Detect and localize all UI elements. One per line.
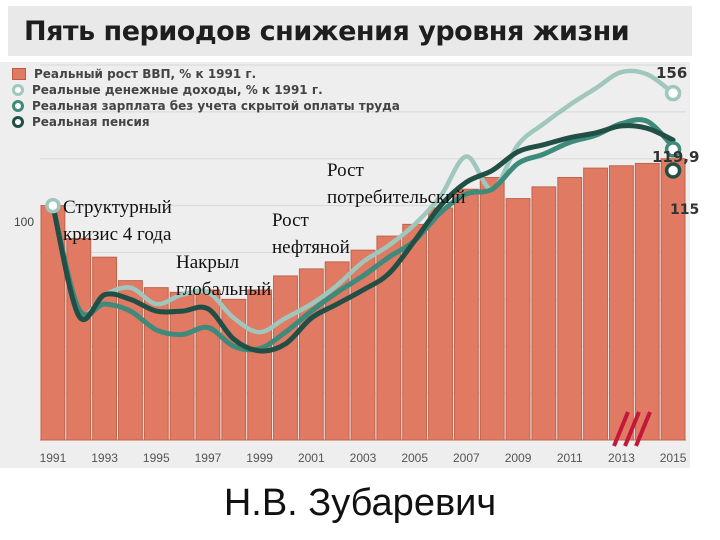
title-background: Пять периодов снижения уровня жизни (8, 6, 692, 56)
logo-stripe (623, 411, 641, 447)
bar-gdp (531, 186, 557, 441)
author-name: Н.В. Зубаревич (223, 482, 497, 524)
x-tick-label: 2003 (350, 451, 377, 465)
legend-label: Реальная зарплата без учета скрытой опла… (32, 99, 400, 113)
x-tick-label: 2009 (505, 451, 532, 465)
logo-stripe (634, 411, 652, 447)
annotation-structural: Структурный (63, 197, 172, 218)
x-tick-label: 2007 (453, 451, 480, 465)
bar-gdp (583, 167, 608, 441)
annotation-structural: кризис 4 года (63, 224, 172, 245)
x-tick-label: 1991 (40, 451, 67, 465)
y-reference-label: 100 (14, 215, 34, 229)
bar-gdp (608, 165, 634, 441)
end-marker-wages (664, 141, 682, 158)
line-wages (50, 117, 676, 353)
bar-gdp (92, 256, 118, 441)
x-tick-label: 2015 (660, 451, 687, 465)
bar-gdp (660, 158, 686, 441)
legend-item: Реальный рост ВВП, % к 1991 г. (12, 66, 400, 82)
end-marker-incomes (664, 84, 682, 102)
legend-swatch (12, 116, 24, 128)
x-tick-label: 2005 (401, 451, 428, 465)
bar-gdp (169, 291, 195, 441)
bar-gdp (66, 237, 92, 441)
end-label-pension: 115 (670, 202, 699, 218)
logo-stripe (612, 411, 630, 447)
x-tick-label: 1997 (195, 451, 222, 465)
legend-item: Реальная пенсия (12, 114, 400, 130)
line-incomes (50, 68, 676, 335)
x-tick-label: 1993 (91, 451, 118, 465)
end-label-incomes: 156 (656, 64, 687, 82)
annotation-consumer: потребительский (327, 187, 466, 208)
legend-label: Реальная пенсия (32, 115, 150, 129)
legend: Реальный рост ВВП, % к 1991 г. Реальные д… (12, 66, 400, 130)
bar-gdp (479, 177, 505, 441)
x-tick-label: 2013 (608, 451, 635, 465)
bar-gdp (505, 198, 531, 441)
annotation-oil: Рост (272, 210, 310, 231)
x-tick-label: 1999 (246, 451, 273, 465)
legend-item: Реальная зарплата без учета скрытой опла… (12, 98, 400, 114)
annotation-global: Накрыл (176, 252, 240, 273)
x-tick-label: 1995 (143, 451, 170, 465)
legend-swatch (12, 68, 26, 80)
bar-gdp (402, 223, 428, 441)
x-tick-label: 2001 (298, 451, 325, 465)
end-label-gdp: 119,9 (652, 148, 699, 166)
bar-gdp (428, 207, 453, 441)
start-marker (45, 197, 61, 214)
annotation-consumer: Рост (327, 160, 365, 181)
bar-gdp (634, 162, 660, 441)
legend-swatch (12, 100, 24, 112)
end-marker-pension (664, 162, 682, 179)
line-pension (50, 123, 676, 354)
bar-gdp (247, 289, 273, 441)
bar-gdp (453, 188, 479, 441)
chart-title: Пять периодов снижения уровня жизни (24, 16, 630, 47)
bar-gdp (195, 289, 221, 441)
bar-gdp (298, 268, 324, 441)
x-tick-label: 2011 (557, 451, 583, 465)
legend-label: Реальные денежные доходы, % к 1991 г. (32, 83, 323, 97)
legend-label: Реальный рост ВВП, % к 1991 г. (34, 67, 257, 81)
legend-swatch (12, 84, 24, 96)
legend-item: Реальные денежные доходы, % к 1991 г. (12, 82, 400, 98)
bar-gdp (273, 275, 298, 441)
title-bar: Пять периодов снижения уровня жизни (0, 0, 720, 62)
bar-gdp (557, 177, 583, 441)
annotation-oil: нефтяной (272, 237, 350, 258)
annotation-global: глобальный (176, 279, 271, 300)
